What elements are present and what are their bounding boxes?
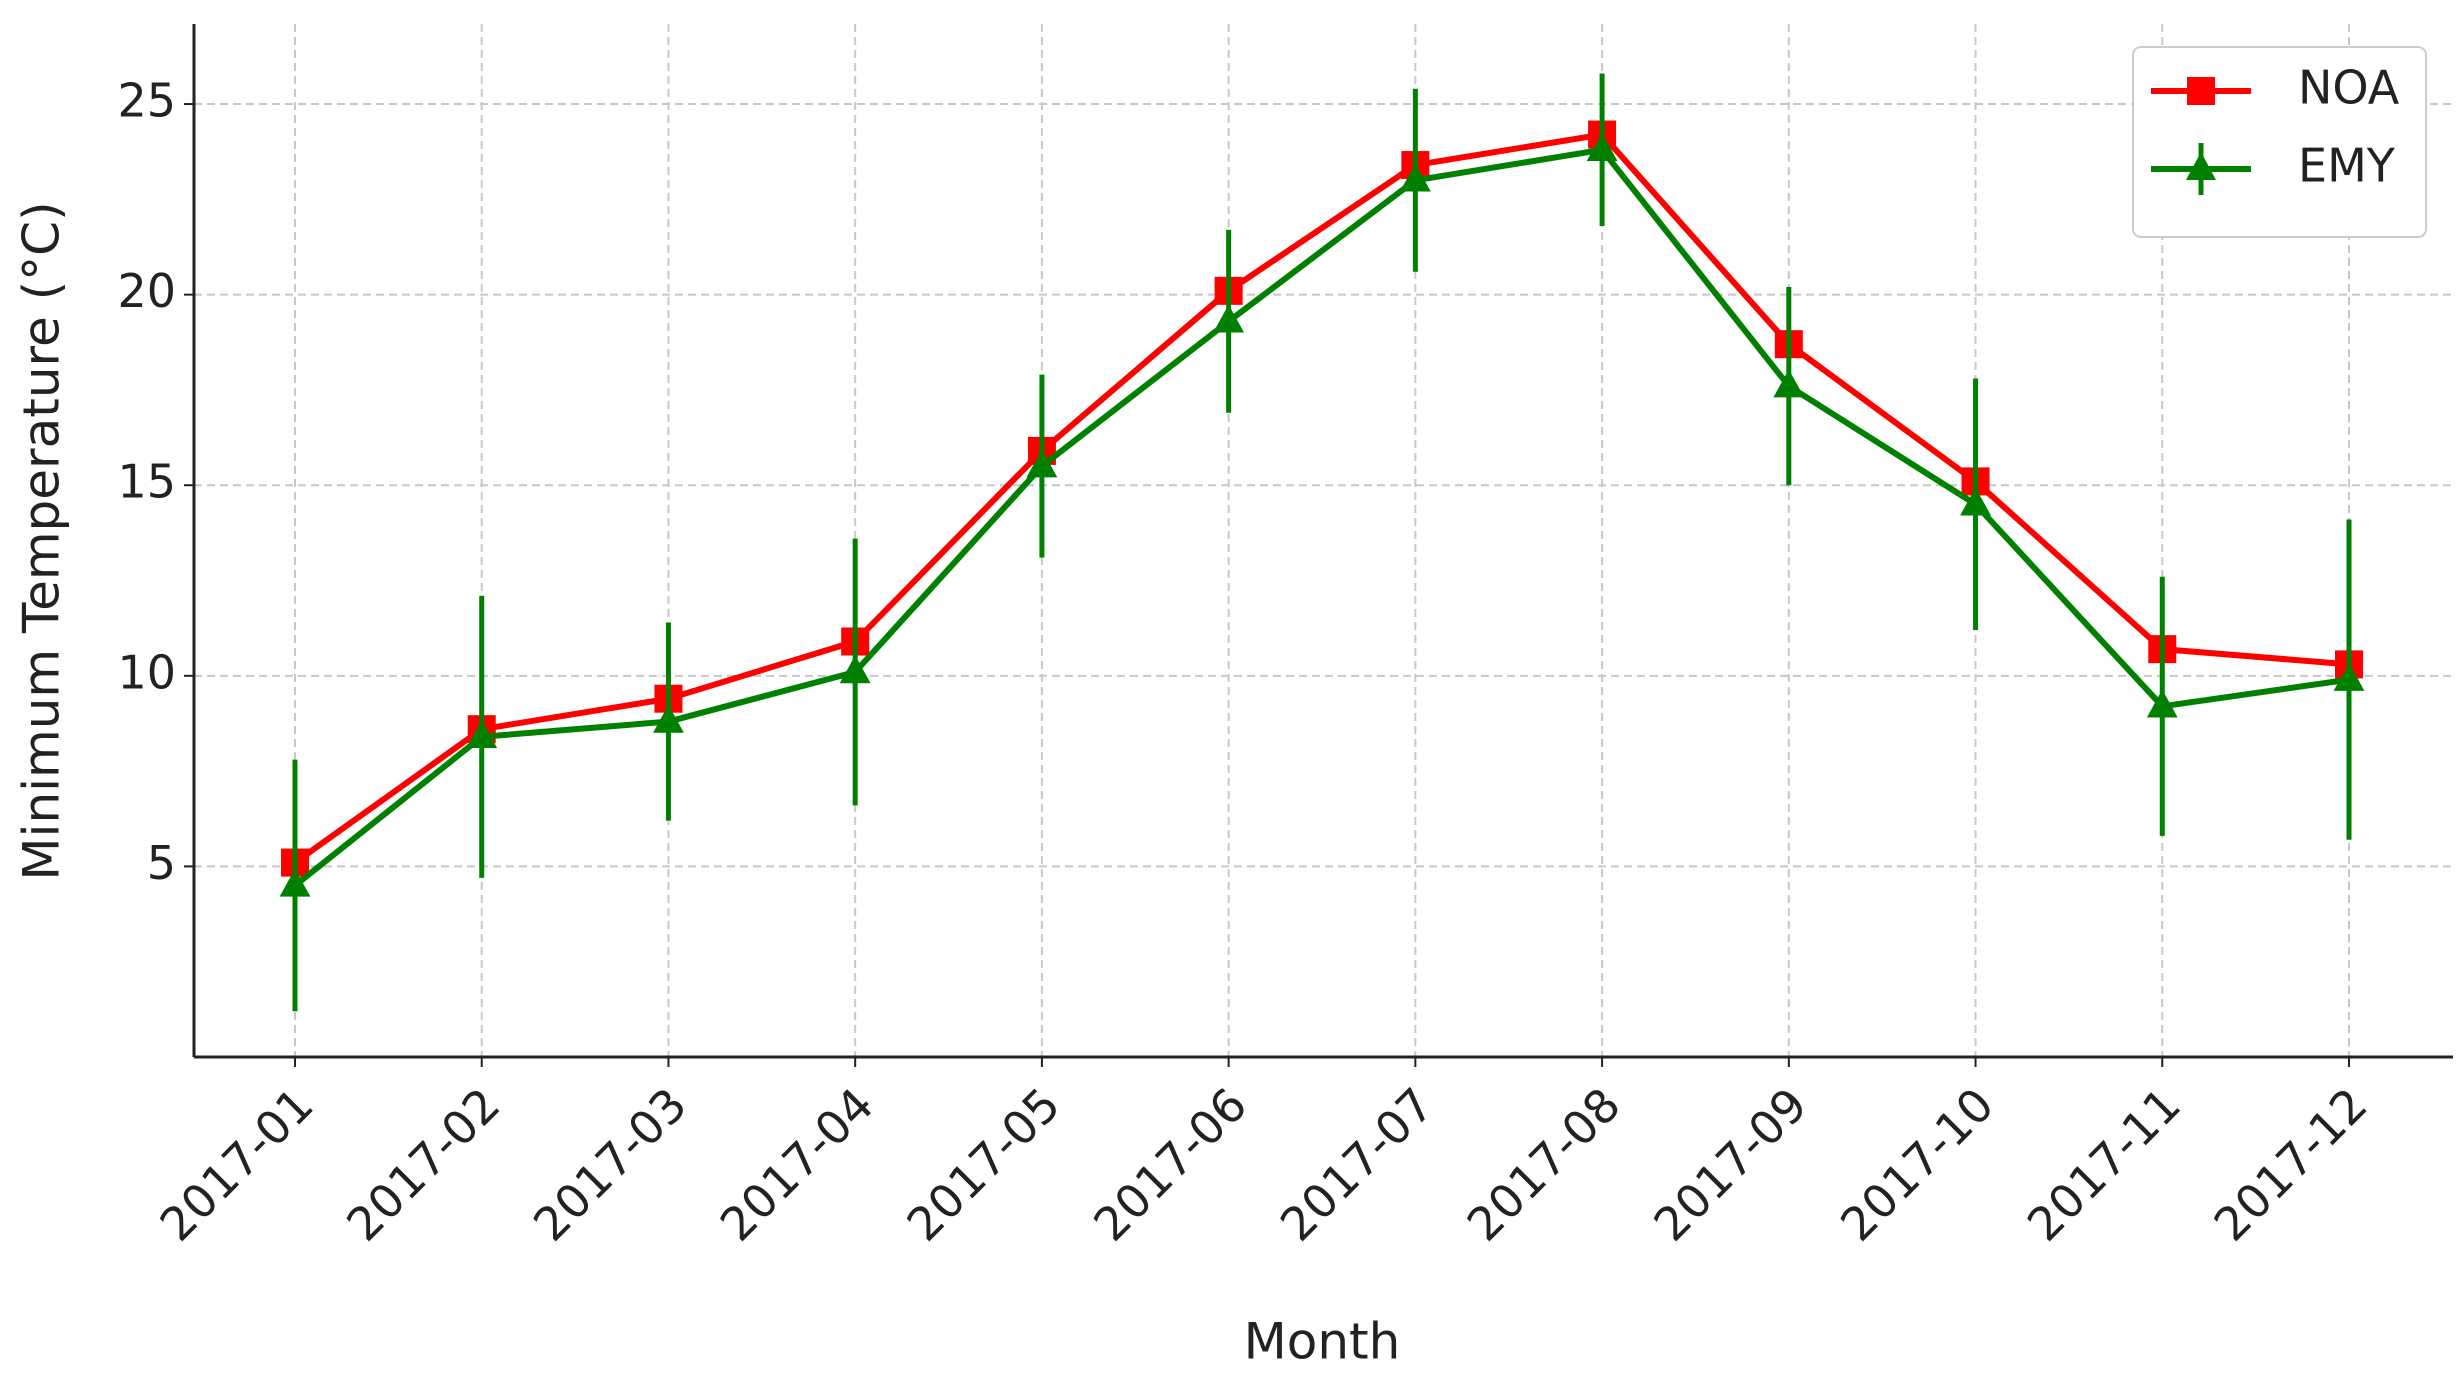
marker — [653, 704, 684, 733]
x-tick-label: 2017-05 — [896, 1077, 1070, 1251]
x-tick-label: 2017-03 — [523, 1077, 697, 1251]
series-line — [293, 131, 2350, 866]
x-tick-label: 2017-12 — [2204, 1077, 2378, 1251]
y-tick-label: 5 — [147, 836, 176, 890]
legend-label: EMY — [2298, 139, 2396, 193]
marker — [1586, 132, 1618, 161]
legend-label: NOA — [2298, 61, 2400, 115]
x-tick-label: 2017-04 — [710, 1077, 884, 1251]
marker — [2333, 662, 2365, 691]
x-tick-label: 2017-09 — [1643, 1077, 1817, 1251]
marker — [839, 655, 871, 684]
marker — [2146, 689, 2178, 718]
marker — [466, 720, 498, 749]
x-tick-label: 2017-08 — [1457, 1077, 1631, 1251]
x-tick-label: 2017-07 — [1270, 1077, 1444, 1251]
y-tick-label: 20 — [117, 264, 176, 318]
x-axis-label: Month — [1244, 1313, 1401, 1371]
y-tick-label: 10 — [117, 645, 176, 699]
marker — [1399, 163, 1431, 192]
x-tick-label: 2017-02 — [336, 1077, 510, 1251]
marker — [1773, 369, 1805, 398]
x-tick-label: 2017-01 — [150, 1077, 324, 1251]
x-tick-label: 2017-06 — [1083, 1077, 1257, 1251]
x-tick-label: 2017-10 — [1830, 1077, 2004, 1251]
marker — [1026, 449, 1058, 478]
y-tick-label: 25 — [117, 74, 176, 128]
x-tick-label: 2017-11 — [2017, 1077, 2191, 1251]
marker — [1213, 304, 1245, 333]
y-axis-label: Minimum Temperature (°C) — [13, 201, 71, 880]
legend-marker — [2187, 77, 2215, 105]
marker — [279, 868, 311, 897]
marker — [1960, 487, 1991, 516]
legend-marker — [2186, 152, 2216, 180]
y-tick-label: 15 — [117, 455, 176, 509]
series-line — [293, 146, 2350, 888]
